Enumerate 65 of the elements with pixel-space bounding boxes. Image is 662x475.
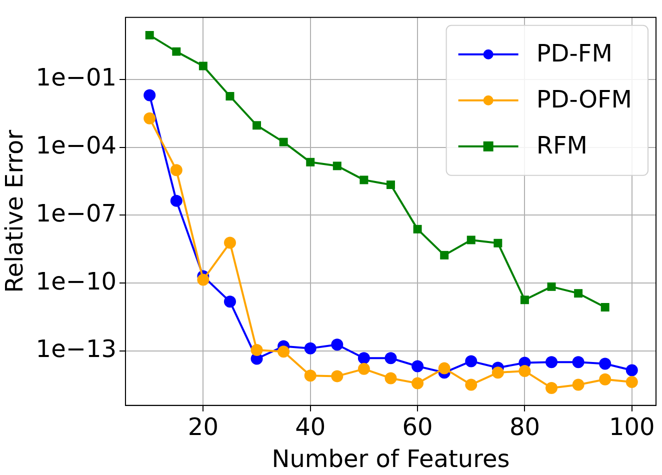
point — [413, 224, 422, 234]
point — [144, 112, 156, 124]
y-tick-label: 1e−07 — [36, 199, 116, 228]
point — [332, 162, 342, 170]
point — [494, 238, 502, 248]
point — [599, 373, 612, 386]
point — [224, 296, 236, 308]
point — [520, 296, 529, 304]
point — [145, 30, 154, 40]
point — [358, 352, 370, 364]
point — [331, 338, 344, 351]
x-tick-label: 20 — [188, 413, 218, 442]
point — [626, 364, 638, 376]
point — [384, 352, 397, 364]
point — [599, 358, 612, 370]
point — [572, 356, 584, 368]
legend-label: RFM — [536, 132, 588, 160]
point — [170, 164, 182, 176]
point — [250, 344, 263, 356]
point — [384, 372, 397, 384]
point — [518, 364, 531, 377]
point — [600, 303, 610, 312]
point — [224, 236, 236, 249]
x-tick-label: 40 — [295, 413, 326, 442]
point — [386, 180, 395, 190]
point — [492, 366, 504, 379]
point — [360, 176, 368, 184]
point — [438, 362, 450, 374]
point — [626, 376, 638, 388]
y-axis-title: Relative Error — [0, 130, 29, 293]
point — [358, 362, 370, 375]
point — [440, 250, 449, 260]
y-tick-label: 1e−01 — [36, 64, 116, 92]
point — [412, 360, 424, 372]
y-tick-label: 1e−13 — [36, 335, 116, 364]
point — [331, 370, 344, 382]
point — [546, 382, 558, 394]
x-tick-label: 80 — [509, 413, 540, 442]
point — [170, 194, 182, 207]
point — [278, 346, 290, 358]
point — [574, 289, 583, 298]
x-axis-title: Number of Features — [272, 444, 510, 473]
point — [465, 378, 478, 391]
point — [465, 355, 478, 368]
point — [252, 121, 262, 130]
x-tick-label: 100 — [608, 413, 655, 442]
point — [144, 89, 156, 102]
point — [279, 138, 288, 146]
legend-label: PD-FM — [536, 40, 612, 68]
point — [547, 282, 556, 291]
point — [197, 274, 210, 286]
point — [226, 92, 234, 100]
y-tick-label: 1e−10 — [36, 267, 116, 296]
point — [198, 62, 208, 70]
x-tick-label: 60 — [402, 413, 433, 442]
point — [304, 342, 316, 354]
point — [172, 47, 181, 56]
point — [306, 158, 315, 166]
point — [546, 356, 558, 368]
point — [572, 378, 584, 391]
y-tick-label: 1e−04 — [36, 132, 116, 160]
legend-label: PD-OFM — [536, 86, 632, 114]
point — [466, 236, 476, 244]
point — [412, 377, 424, 390]
point — [304, 370, 316, 382]
